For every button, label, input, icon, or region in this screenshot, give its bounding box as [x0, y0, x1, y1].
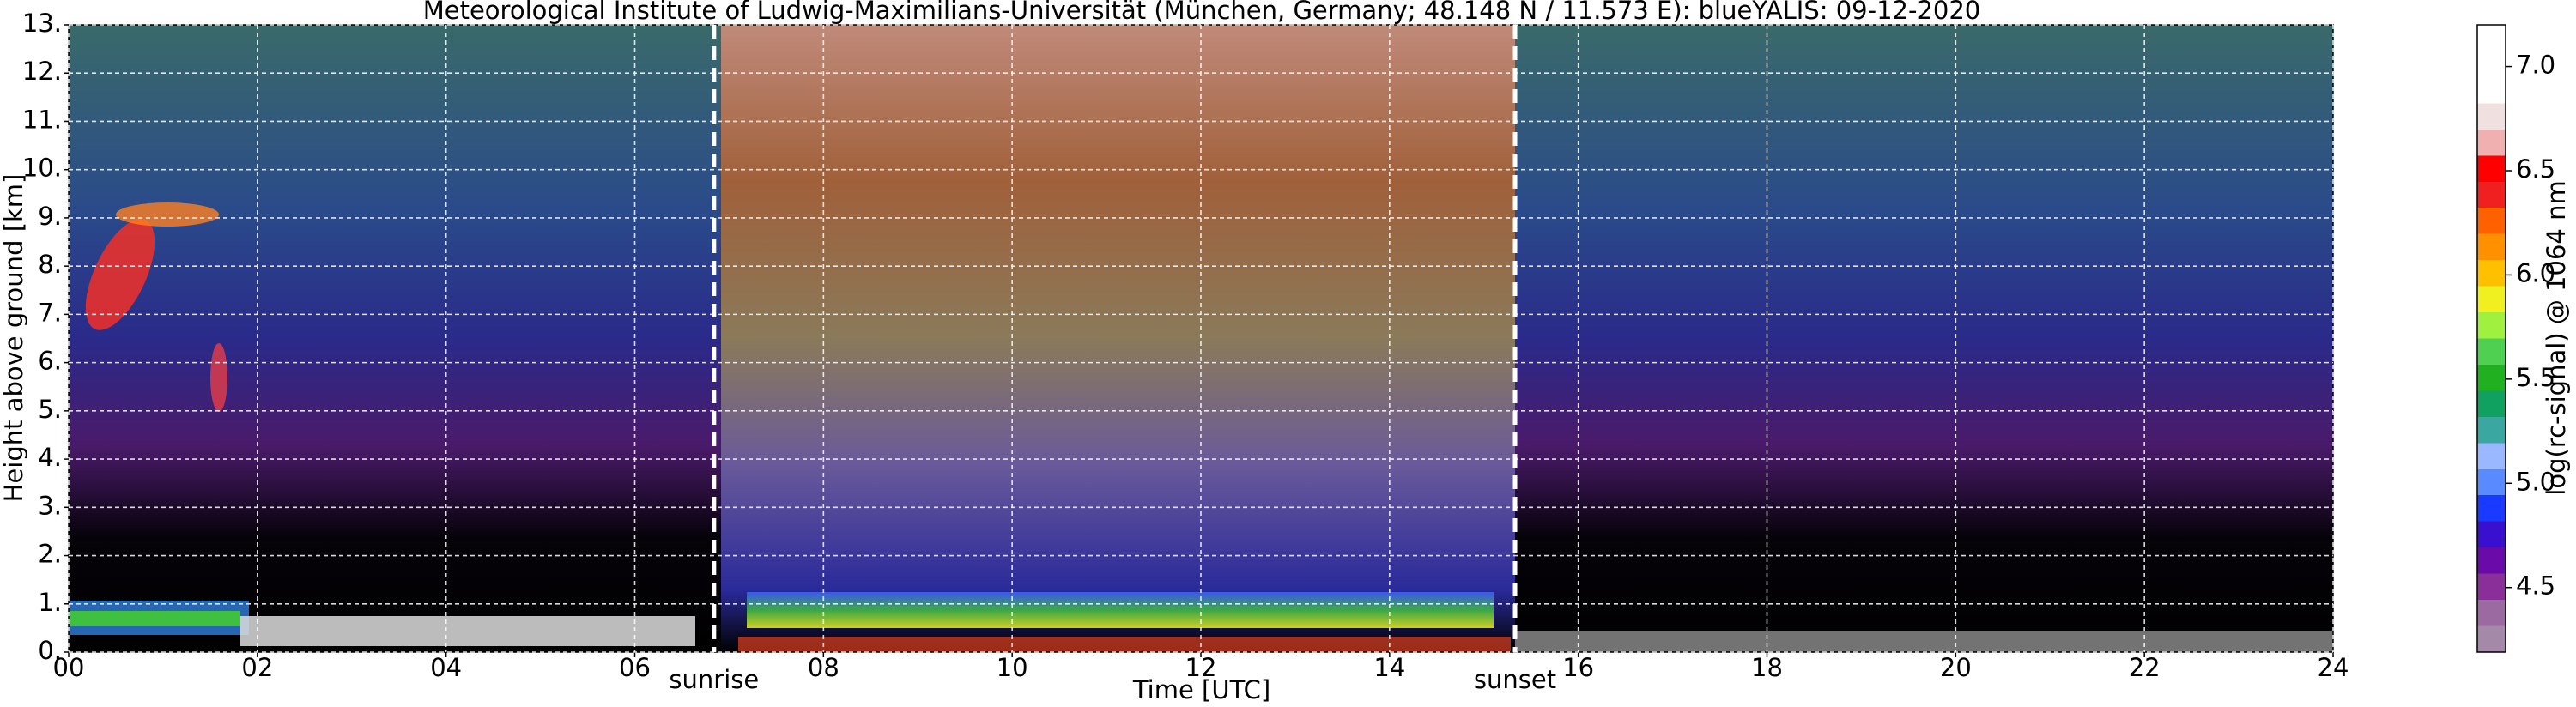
colorbar-label: log(rc-signal) @ 1064 nm [2542, 180, 2571, 495]
colorbar-tick-label: 6.0 [2516, 258, 2555, 287]
x-tick-label: 16 [1562, 653, 1594, 682]
x-tick-label: 08 [808, 653, 839, 682]
x-tick-label: 18 [1751, 653, 1783, 682]
y-tick-label: 8. [38, 250, 62, 279]
colorbar-tick-label: 5.0 [2516, 467, 2555, 496]
y-tick-label: 12. [22, 57, 62, 86]
y-tick-label: 3. [38, 491, 62, 520]
x-tick-label: 20 [1940, 653, 1972, 682]
y-tick-label: 4. [38, 443, 62, 472]
y-tick-label: 9. [38, 202, 62, 231]
y-tick-label: 1. [38, 588, 62, 617]
x-tick-label: 06 [619, 653, 651, 682]
y-tick-label: 10. [22, 154, 62, 183]
y-tick-label: 6. [38, 347, 62, 376]
colorbar-tick-label: 7.0 [2516, 51, 2555, 80]
x-tick-label: 24 [2318, 653, 2349, 682]
y-tick-label: 0. [38, 636, 62, 665]
chart-title: Meteorological Institute of Ludwig-Maxim… [423, 0, 1981, 25]
x-tick-label: 02 [241, 653, 273, 682]
y-tick-label: 2. [38, 540, 62, 569]
x-tick-label: 22 [2129, 653, 2161, 682]
x-tick-label: 04 [430, 653, 462, 682]
annotation-label: sunset [1474, 665, 1556, 694]
x-tick-label: 14 [1373, 653, 1405, 682]
x-tick-label: 00 [53, 653, 85, 682]
x-tick-label: 10 [997, 653, 1028, 682]
y-axis-label: Height above ground [km] [0, 174, 28, 503]
colorbar-tick-label: 6.5 [2516, 154, 2555, 184]
colorbar-tick-label: 4.5 [2516, 571, 2555, 601]
y-tick-label: 5. [38, 395, 62, 424]
y-tick-label: 11. [22, 105, 62, 134]
y-tick-label: 7. [38, 298, 62, 327]
y-tick-label: 13. [22, 9, 62, 38]
colorbar-tick-label: 5.5 [2516, 363, 2555, 392]
colorbar [2476, 24, 2506, 653]
x-axis-label: Time [UTC] [1132, 675, 1270, 704]
annotation-label: sunrise [669, 665, 759, 694]
x-tick-label: 12 [1185, 653, 1217, 682]
